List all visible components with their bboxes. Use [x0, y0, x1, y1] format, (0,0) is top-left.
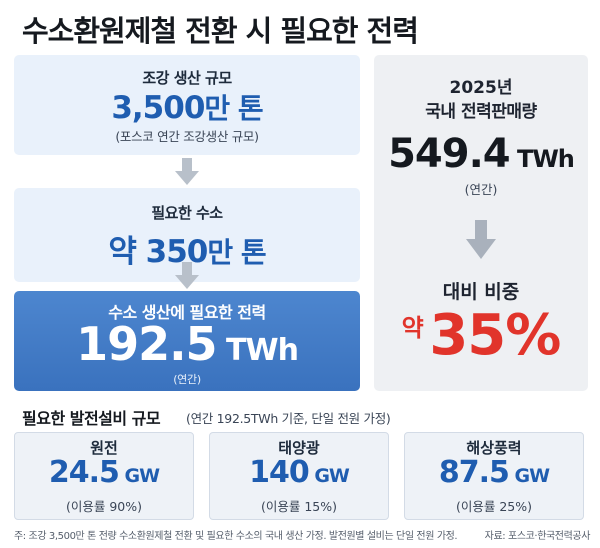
page-title: 수소환원제철 전환 시 필요한 전력 [22, 14, 419, 48]
steel-production-value: 3,500만 톤 [111, 90, 263, 126]
calculation-flow: 조강 생산 규모 3,500만 톤 (포스코 연간 조강생산 규모) 필요한 수… [14, 55, 360, 391]
facility-card-solar: 태양광 140 GW (이용률 15%) [209, 432, 389, 520]
steel-production-box: 조강 생산 규모 3,500만 톤 (포스코 연간 조강생산 규모) [14, 55, 360, 155]
ratio-value: 약 35% [401, 303, 562, 368]
facility-value: 87.5 GW [438, 455, 550, 490]
required-power-note: (연간) [173, 373, 201, 386]
arrow-down-icon [466, 220, 496, 259]
comparison-value: 549.4 TWh [388, 131, 575, 177]
facility-name: 원전 [90, 439, 118, 457]
comparison-panel: 2025년 국내 전력판매량 549.4 TWh (연간) 대비 비중 약 35… [374, 55, 588, 391]
required-power-box: 수소 생산에 필요한 전력 192.5 TWh (연간) [14, 291, 360, 391]
comparison-label: 국내 전력판매량 [425, 102, 537, 122]
facility-name: 태양광 [278, 439, 320, 457]
facility-value: 140 GW [249, 455, 350, 490]
required-power-value: 192.5 TWh [76, 317, 299, 371]
facility-value: 24.5 GW [48, 455, 160, 490]
hydrogen-label: 필요한 수소 [151, 204, 223, 222]
ratio-label: 대비 비중 [442, 281, 520, 303]
comparison-year: 2025년 [449, 78, 513, 98]
footnote: 주: 조강 3,500만 톤 전량 수소환원제철 전환 및 필요한 수소의 국내… [14, 531, 458, 542]
required-power-label: 수소 생산에 필요한 전력 [108, 303, 266, 322]
arrow-down-icon [175, 262, 199, 289]
hydrogen-value: 약 350만 톤 [108, 234, 266, 270]
facility-note: (이용률 90%) [65, 499, 142, 514]
steel-production-note: (포스코 연간 조강생산 규모) [115, 129, 259, 144]
facility-card-offshore-wind: 해상풍력 87.5 GW (이용률 25%) [404, 432, 584, 520]
facility-note: (이용률 25%) [455, 499, 532, 514]
source-credit: 자료: 포스코·한국전력공사 [484, 531, 591, 542]
facilities-subtitle: (연간 192.5TWh 기준, 단일 전원 가정) [186, 411, 391, 426]
facility-name: 해상풍력 [466, 439, 522, 457]
facility-card-nuclear: 원전 24.5 GW (이용률 90%) [14, 432, 194, 520]
facility-note: (이용률 15%) [260, 499, 337, 514]
steel-production-label: 조강 생산 규모 [142, 69, 232, 87]
facilities-title: 필요한 발전설비 규모 [22, 409, 161, 428]
comparison-note: (연간) [464, 182, 498, 197]
arrow-down-icon [175, 158, 199, 185]
